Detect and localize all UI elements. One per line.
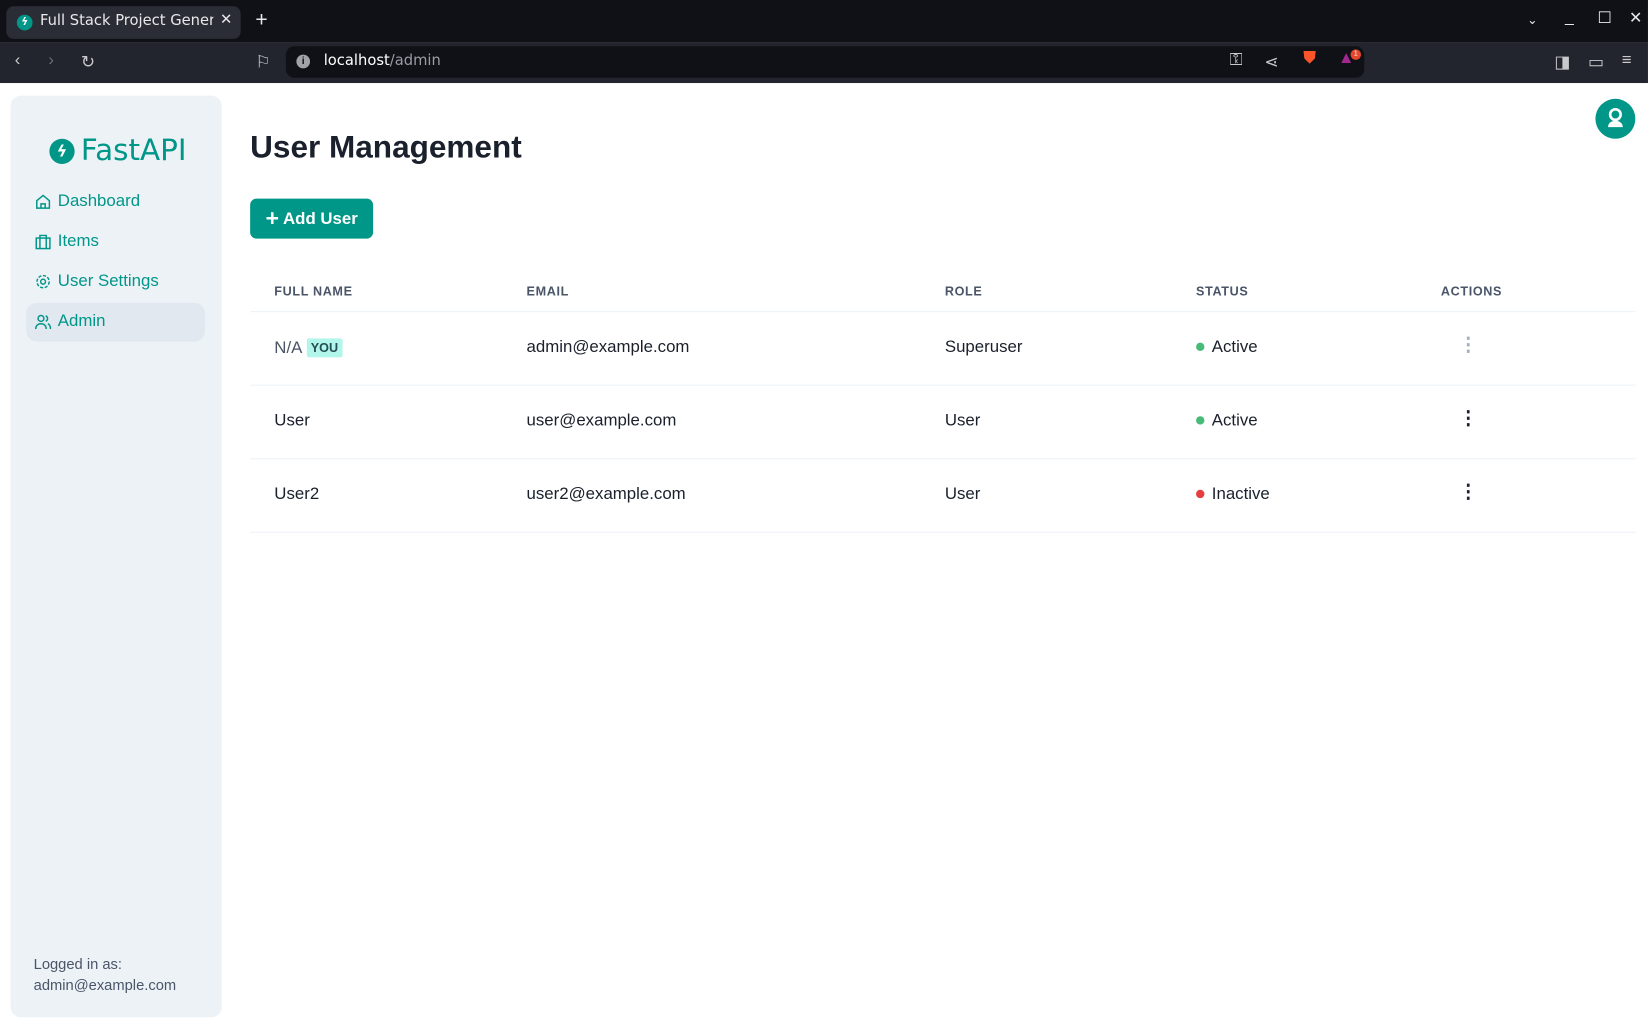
fastapi-logo-icon: ϟ: [49, 138, 75, 164]
sidebar-item-label: Admin: [57, 312, 106, 331]
user-avatar-icon: [1608, 107, 1623, 128]
row-actions-menu-icon[interactable]: ⋮: [1458, 334, 1478, 356]
minimize-icon[interactable]: _: [1564, 8, 1574, 27]
users-table: FULL NAME EMAIL ROLE STATUS ACTIONS N/A Y…: [250, 273, 1636, 533]
sidebar: ϟ FastAPI Dashboard Items User Settings A…: [10, 95, 222, 1018]
add-user-button[interactable]: + Add User: [250, 198, 374, 239]
column-header-full-name: FULL NAME: [274, 283, 353, 299]
logged-in-email: admin@example.com: [33, 976, 177, 994]
full-name-cell: User: [274, 411, 310, 430]
key-icon[interactable]: ⚿: [1229, 51, 1243, 70]
share-icon[interactable]: ⋖: [1264, 53, 1279, 72]
sidebar-toggle-icon[interactable]: ◨: [1554, 53, 1571, 72]
browser-tab-bar: ϟ Full Stack Project Generator ✕ + ⌄ _ ☐…: [0, 0, 1648, 43]
logo-text: FastAPI: [80, 132, 187, 168]
row-actions-menu-icon[interactable]: ⋮: [1458, 407, 1478, 429]
add-user-label: Add User: [283, 210, 358, 229]
status-dot: [1196, 342, 1205, 352]
browser-tab[interactable]: ϟ Full Stack Project Generator ✕: [6, 6, 241, 39]
email-cell: admin@example.com: [526, 338, 690, 357]
sidebar-item-admin[interactable]: Admin: [26, 302, 205, 342]
url-host: localhost: [323, 52, 390, 70]
status-cell: Active: [1196, 338, 1258, 357]
email-cell: user2@example.com: [526, 485, 686, 504]
role-cell: Superuser: [944, 338, 1023, 357]
table-row: N/A YOU admin@example.com Superuser Activ…: [250, 312, 1636, 386]
sidebar-item-label: Dashboard: [57, 192, 141, 211]
new-tab-icon[interactable]: +: [255, 8, 268, 32]
row-actions-menu-icon[interactable]: ⋮: [1458, 481, 1478, 503]
logged-in-info: Logged in as: admin@example.com: [34, 953, 177, 995]
url-path: /admin: [389, 52, 441, 70]
user-menu-button[interactable]: [1595, 98, 1636, 139]
status-text: Active: [1211, 411, 1258, 430]
email-cell: user@example.com: [526, 411, 677, 430]
you-badge: YOU: [306, 338, 343, 358]
home-icon: [36, 194, 51, 209]
full-name: N/A: [274, 339, 303, 358]
notification-badge: 1: [1350, 49, 1362, 60]
fastapi-logo[interactable]: ϟ FastAPI: [49, 132, 187, 168]
address-bar[interactable]: i localhost/admin ⚿ ⋖ ⛊ ▲ 1: [285, 46, 1365, 78]
logged-in-label: Logged in as:: [33, 955, 122, 973]
gear-icon: [36, 274, 50, 289]
sidebar-item-items[interactable]: Items: [26, 223, 205, 262]
tab-title: Full Stack Project Generator: [39, 12, 213, 30]
maximize-icon[interactable]: ☐: [1597, 9, 1612, 28]
brave-shields-icon[interactable]: ⛊: [1303, 49, 1316, 68]
url-text: localhost/admin: [324, 53, 441, 70]
reload-icon[interactable]: ↻: [80, 53, 96, 72]
briefcase-icon: [35, 234, 51, 250]
users-icon: [34, 314, 52, 330]
back-icon[interactable]: ‹: [14, 51, 21, 70]
sidebar-item-user-settings[interactable]: User Settings: [26, 263, 205, 302]
table-row: User user@example.com User Active ⋮: [250, 386, 1636, 460]
status-text: Active: [1211, 338, 1258, 357]
role-cell: User: [944, 485, 981, 504]
site-info-icon[interactable]: i: [296, 54, 311, 69]
close-tab-icon[interactable]: ✕: [219, 11, 233, 29]
sidebar-item-dashboard[interactable]: Dashboard: [26, 183, 205, 222]
status-dot: [1196, 489, 1205, 499]
page-title: User Management: [250, 130, 522, 166]
column-header-status: STATUS: [1196, 283, 1249, 299]
wallet-icon[interactable]: ▭: [1588, 53, 1604, 72]
table-header: FULL NAME EMAIL ROLE STATUS ACTIONS: [250, 273, 1636, 313]
column-header-actions: ACTIONS: [1440, 283, 1503, 299]
sidebar-item-label: Items: [57, 232, 99, 251]
close-window-icon[interactable]: ✕: [1629, 9, 1643, 28]
role-cell: User: [944, 411, 981, 430]
plus-icon: +: [265, 204, 279, 232]
browser-toolbar: ‹ › ↻ ⚐ i localhost/admin ⚿ ⋖ ⛊ ▲ 1 ◨ ▭ …: [0, 42, 1648, 84]
forward-icon[interactable]: ›: [48, 51, 54, 70]
fastapi-favicon-icon: ϟ: [16, 14, 33, 31]
bookmark-icon[interactable]: ⚐: [255, 53, 271, 72]
tab-list-chevron-icon[interactable]: ⌄: [1527, 12, 1538, 28]
sidebar-item-label: User Settings: [57, 272, 159, 291]
full-name-cell: User2: [274, 485, 320, 504]
brave-rewards-icon[interactable]: ▲: [1337, 49, 1355, 68]
status-cell: Inactive: [1196, 486, 1270, 505]
full-name-cell: N/A YOU: [274, 338, 343, 358]
status-cell: Active: [1196, 412, 1258, 431]
table-row: User2 user2@example.com User Inactive ⋮: [250, 459, 1636, 533]
status-dot: [1196, 416, 1205, 425]
column-header-email: EMAIL: [526, 283, 569, 299]
menu-icon[interactable]: ≡: [1621, 51, 1632, 70]
column-header-role: ROLE: [944, 283, 983, 299]
status-text: Inactive: [1211, 485, 1270, 504]
